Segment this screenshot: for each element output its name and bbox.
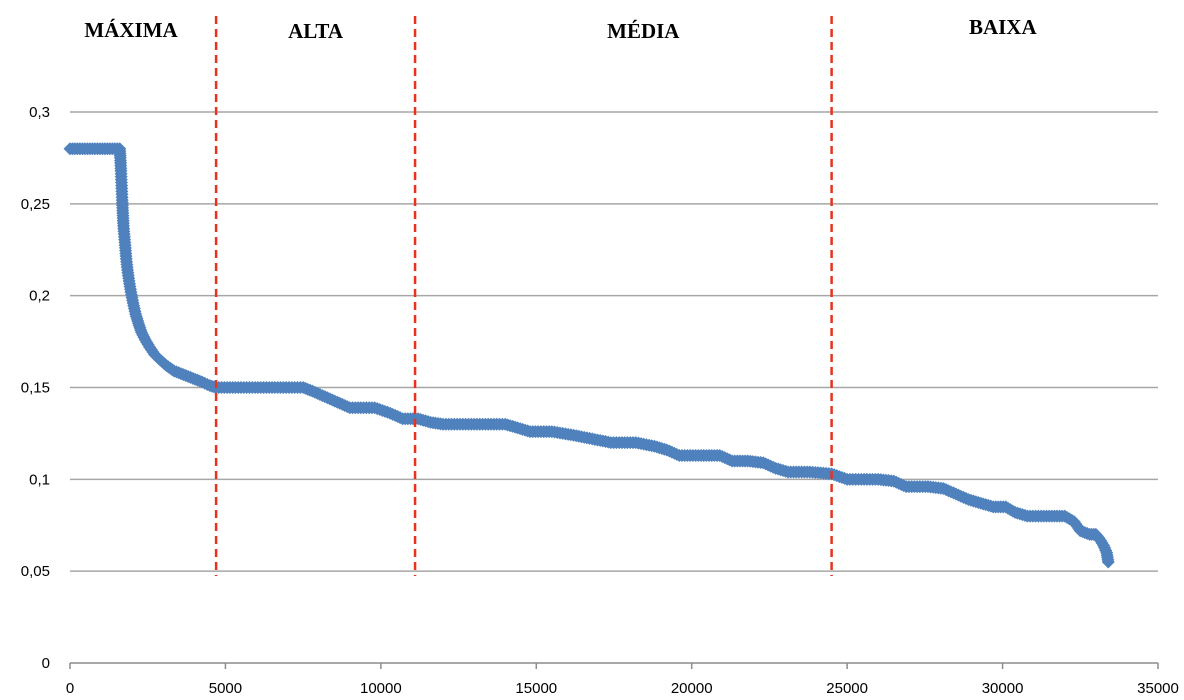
y-tick-labels: 0 0,05 0,1 0,15 0,2 0,25 0,3 xyxy=(21,104,50,672)
region-dividers xyxy=(214,16,833,576)
region-label: MÉDIA xyxy=(607,19,680,43)
region-label: ALTA xyxy=(288,19,344,43)
data-point xyxy=(1101,555,1115,569)
data-points xyxy=(63,142,1115,569)
y-tick-label: 0,25 xyxy=(21,196,50,213)
x-tick-label: 10000 xyxy=(360,680,402,697)
y-tick-label: 0 xyxy=(42,655,50,672)
region-labels: MÁXIMA ALTA MÉDIA BAIXA xyxy=(84,15,1037,43)
x-tick-labels: 0 5000 10000 15000 20000 25000 30000 35000 xyxy=(66,680,1179,697)
y-tick-label: 0,05 xyxy=(21,563,50,580)
x-tick-label: 5000 xyxy=(209,680,242,697)
x-tick-label: 30000 xyxy=(982,680,1024,697)
region-label: BAIXA xyxy=(969,15,1038,39)
x-tick-label: 25000 xyxy=(826,680,868,697)
region-label: MÁXIMA xyxy=(84,18,178,42)
x-axis xyxy=(69,662,1159,669)
y-tick-label: 0,1 xyxy=(29,471,50,488)
x-tick-label: 0 xyxy=(66,680,74,697)
x-tick-label: 20000 xyxy=(671,680,713,697)
x-tick-label: 15000 xyxy=(515,680,557,697)
y-tick-label: 0,3 xyxy=(29,104,50,121)
x-tick-label: 35000 xyxy=(1137,680,1179,697)
y-tick-label: 0,15 xyxy=(21,380,50,397)
y-tick-label: 0,2 xyxy=(29,288,50,305)
